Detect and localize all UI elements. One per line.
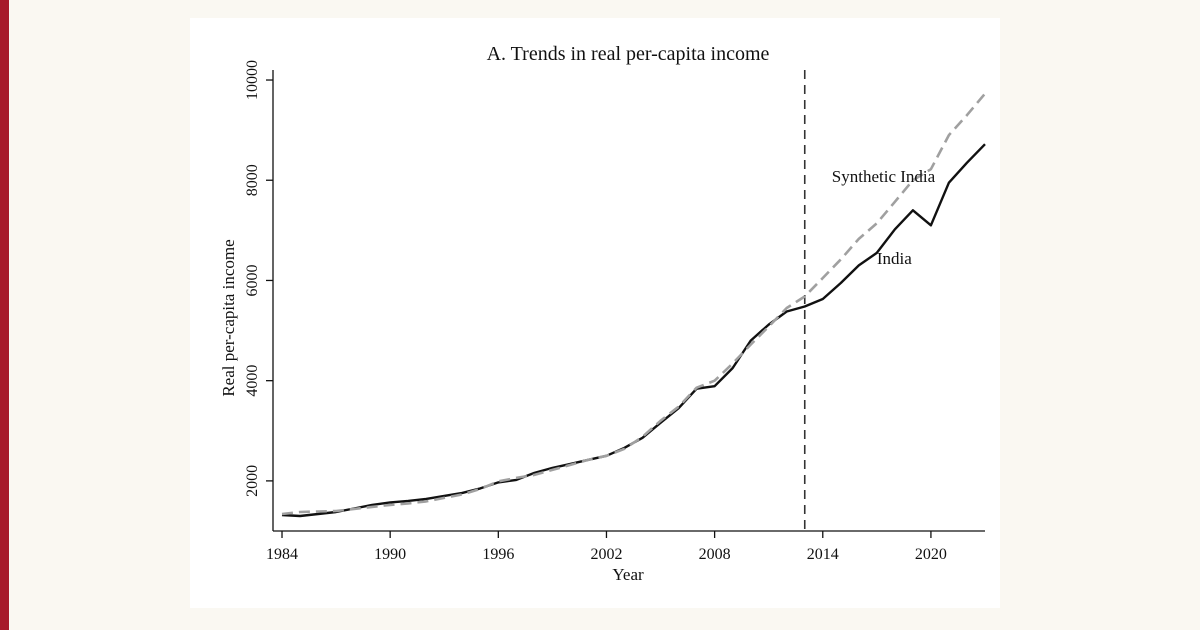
y-tick-label: 6000 xyxy=(244,264,261,296)
y-tick-label: 4000 xyxy=(244,365,261,397)
x-tick-label: 2014 xyxy=(807,546,839,563)
annotations-group: Synthetic India India xyxy=(832,167,936,268)
y-tick-label: 2000 xyxy=(244,465,261,497)
y-tick-label: 10000 xyxy=(244,60,261,100)
chart-panel: A. Trends in real per-capita income Year… xyxy=(190,18,1000,608)
chart-title: A. Trends in real per-capita income xyxy=(487,43,770,65)
y-tick-label: 8000 xyxy=(244,164,261,196)
x-tick-label: 1984 xyxy=(266,546,298,563)
x-axis-ticks: 1984 1990 1996 2002 2008 2014 2020 xyxy=(266,531,947,563)
series-annotation: India xyxy=(877,249,912,268)
series-line-synthetic-india xyxy=(281,92,986,516)
x-tick-label: 2020 xyxy=(915,546,947,563)
y-axis-ticks: 2000 4000 6000 8000 10000 xyxy=(244,60,273,497)
x-tick-label: 2008 xyxy=(699,546,731,563)
x-tick-label: 1996 xyxy=(482,546,514,563)
x-axis-title: Year xyxy=(612,565,644,584)
series-line-india xyxy=(281,143,986,518)
line-chart: A. Trends in real per-capita income Year… xyxy=(219,43,986,584)
accent-side-bar xyxy=(0,0,9,630)
x-tick-label: 1990 xyxy=(374,546,406,563)
x-tick-label: 2002 xyxy=(590,546,622,563)
y-axis-title: Real per-capita income xyxy=(219,239,238,396)
series-group xyxy=(281,92,986,518)
series-annotation: Synthetic India xyxy=(832,167,936,186)
